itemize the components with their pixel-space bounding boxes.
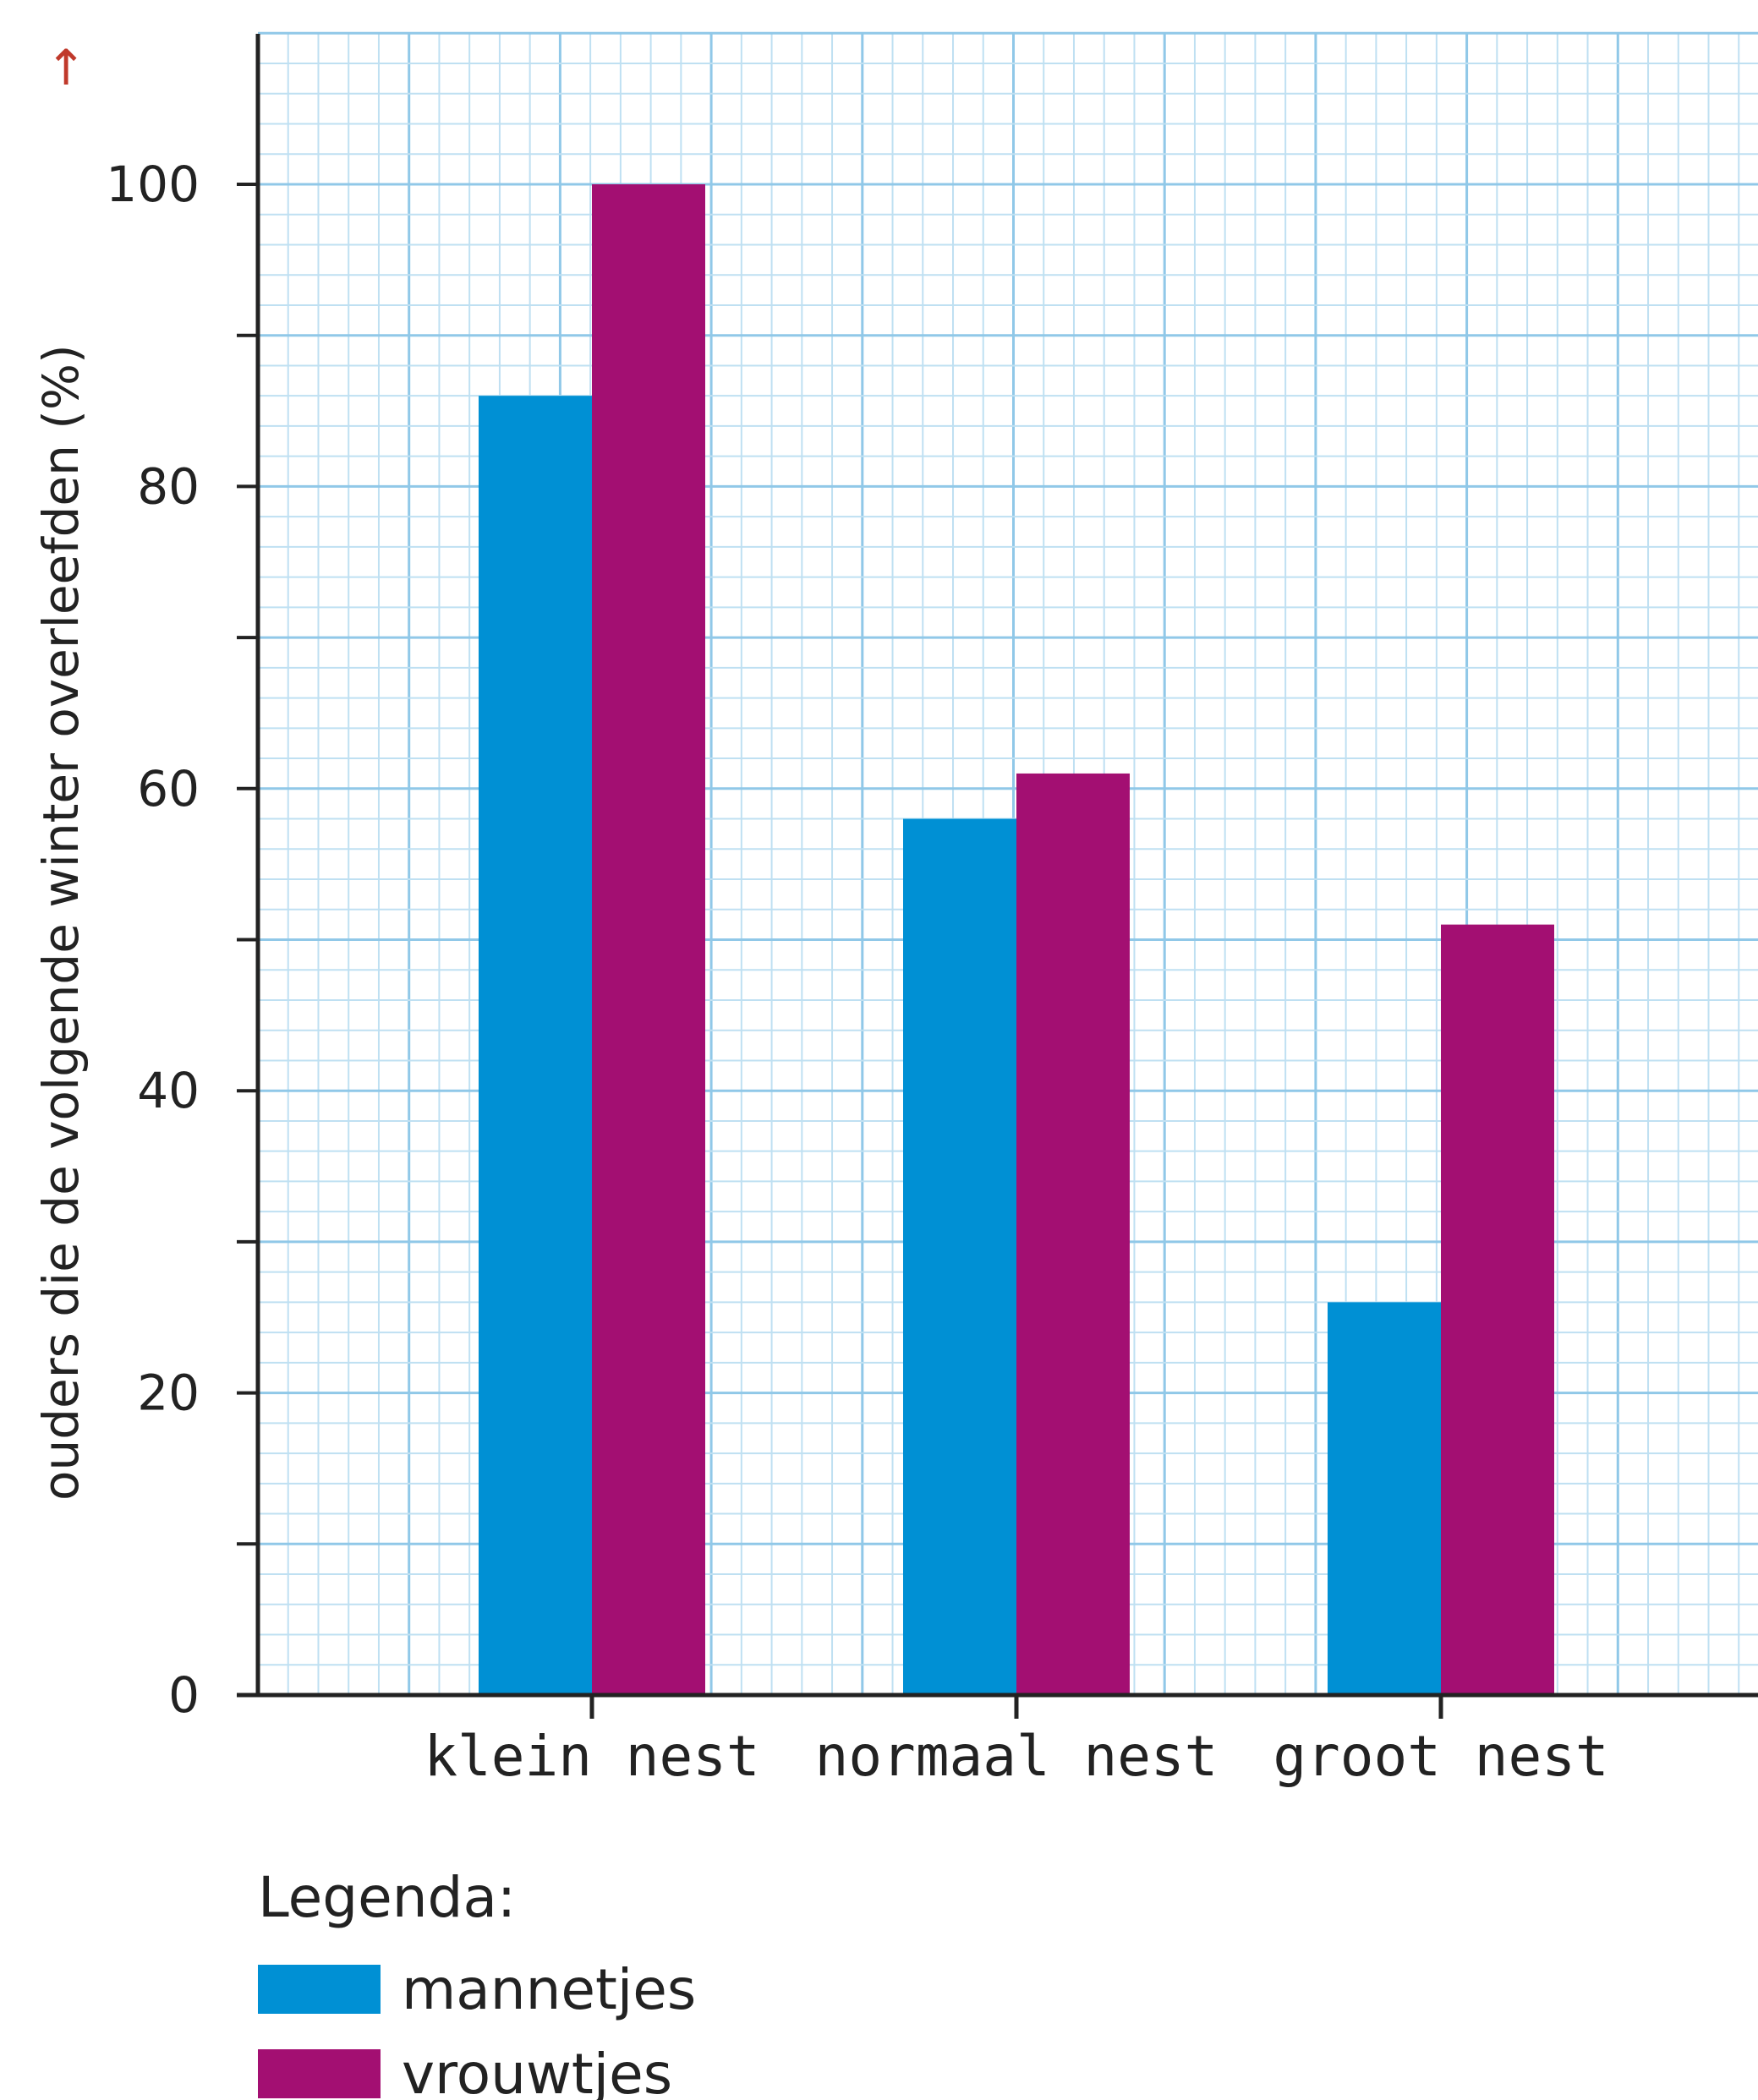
legend-label-vrouwtjes: vrouwtjes bbox=[402, 2042, 672, 2100]
y-axis-arrow: ↑ bbox=[46, 39, 87, 96]
y-tick-label: 40 bbox=[137, 1062, 200, 1119]
x-category-label: groot nest bbox=[1273, 1724, 1608, 1789]
chart-axes bbox=[237, 34, 1758, 1719]
y-tick-labels: 0 20 40 60 80 100 bbox=[106, 156, 200, 1724]
legend-label-mannetjes: mannetjes bbox=[402, 1957, 696, 2022]
y-tick-label: 80 bbox=[137, 457, 200, 515]
chart-bars bbox=[479, 184, 1554, 1696]
legend-title: Legenda: bbox=[258, 1865, 516, 1930]
bar-mannetjes-groot-nest bbox=[1328, 1302, 1441, 1695]
y-axis-label: ouders die de volgende winter overleefde… bbox=[32, 344, 90, 1501]
y-tick-label: 0 bbox=[168, 1666, 200, 1724]
bar-mannetjes-klein-nest bbox=[479, 396, 592, 1696]
y-tick-label: 60 bbox=[137, 760, 200, 818]
x-tick-labels: klein nest normaal nest groot nest bbox=[424, 1724, 1608, 1789]
bar-vrouwtjes-groot-nest bbox=[1441, 924, 1554, 1695]
y-tick-label: 100 bbox=[106, 156, 200, 213]
x-category-label: klein nest bbox=[424, 1724, 759, 1789]
bar-vrouwtjes-klein-nest bbox=[592, 184, 705, 1695]
bar-mannetjes-normaal-nest bbox=[903, 818, 1016, 1695]
legend-swatch-vrouwtjes bbox=[258, 2049, 381, 2098]
legend-swatch-mannetjes bbox=[258, 1965, 381, 2014]
y-tick-label: 20 bbox=[137, 1364, 200, 1422]
x-category-label: normaal nest bbox=[815, 1724, 1219, 1789]
bar-vrouwtjes-normaal-nest bbox=[1016, 773, 1130, 1696]
legend: Legenda: mannetjes vrouwtjes bbox=[258, 1865, 696, 2100]
